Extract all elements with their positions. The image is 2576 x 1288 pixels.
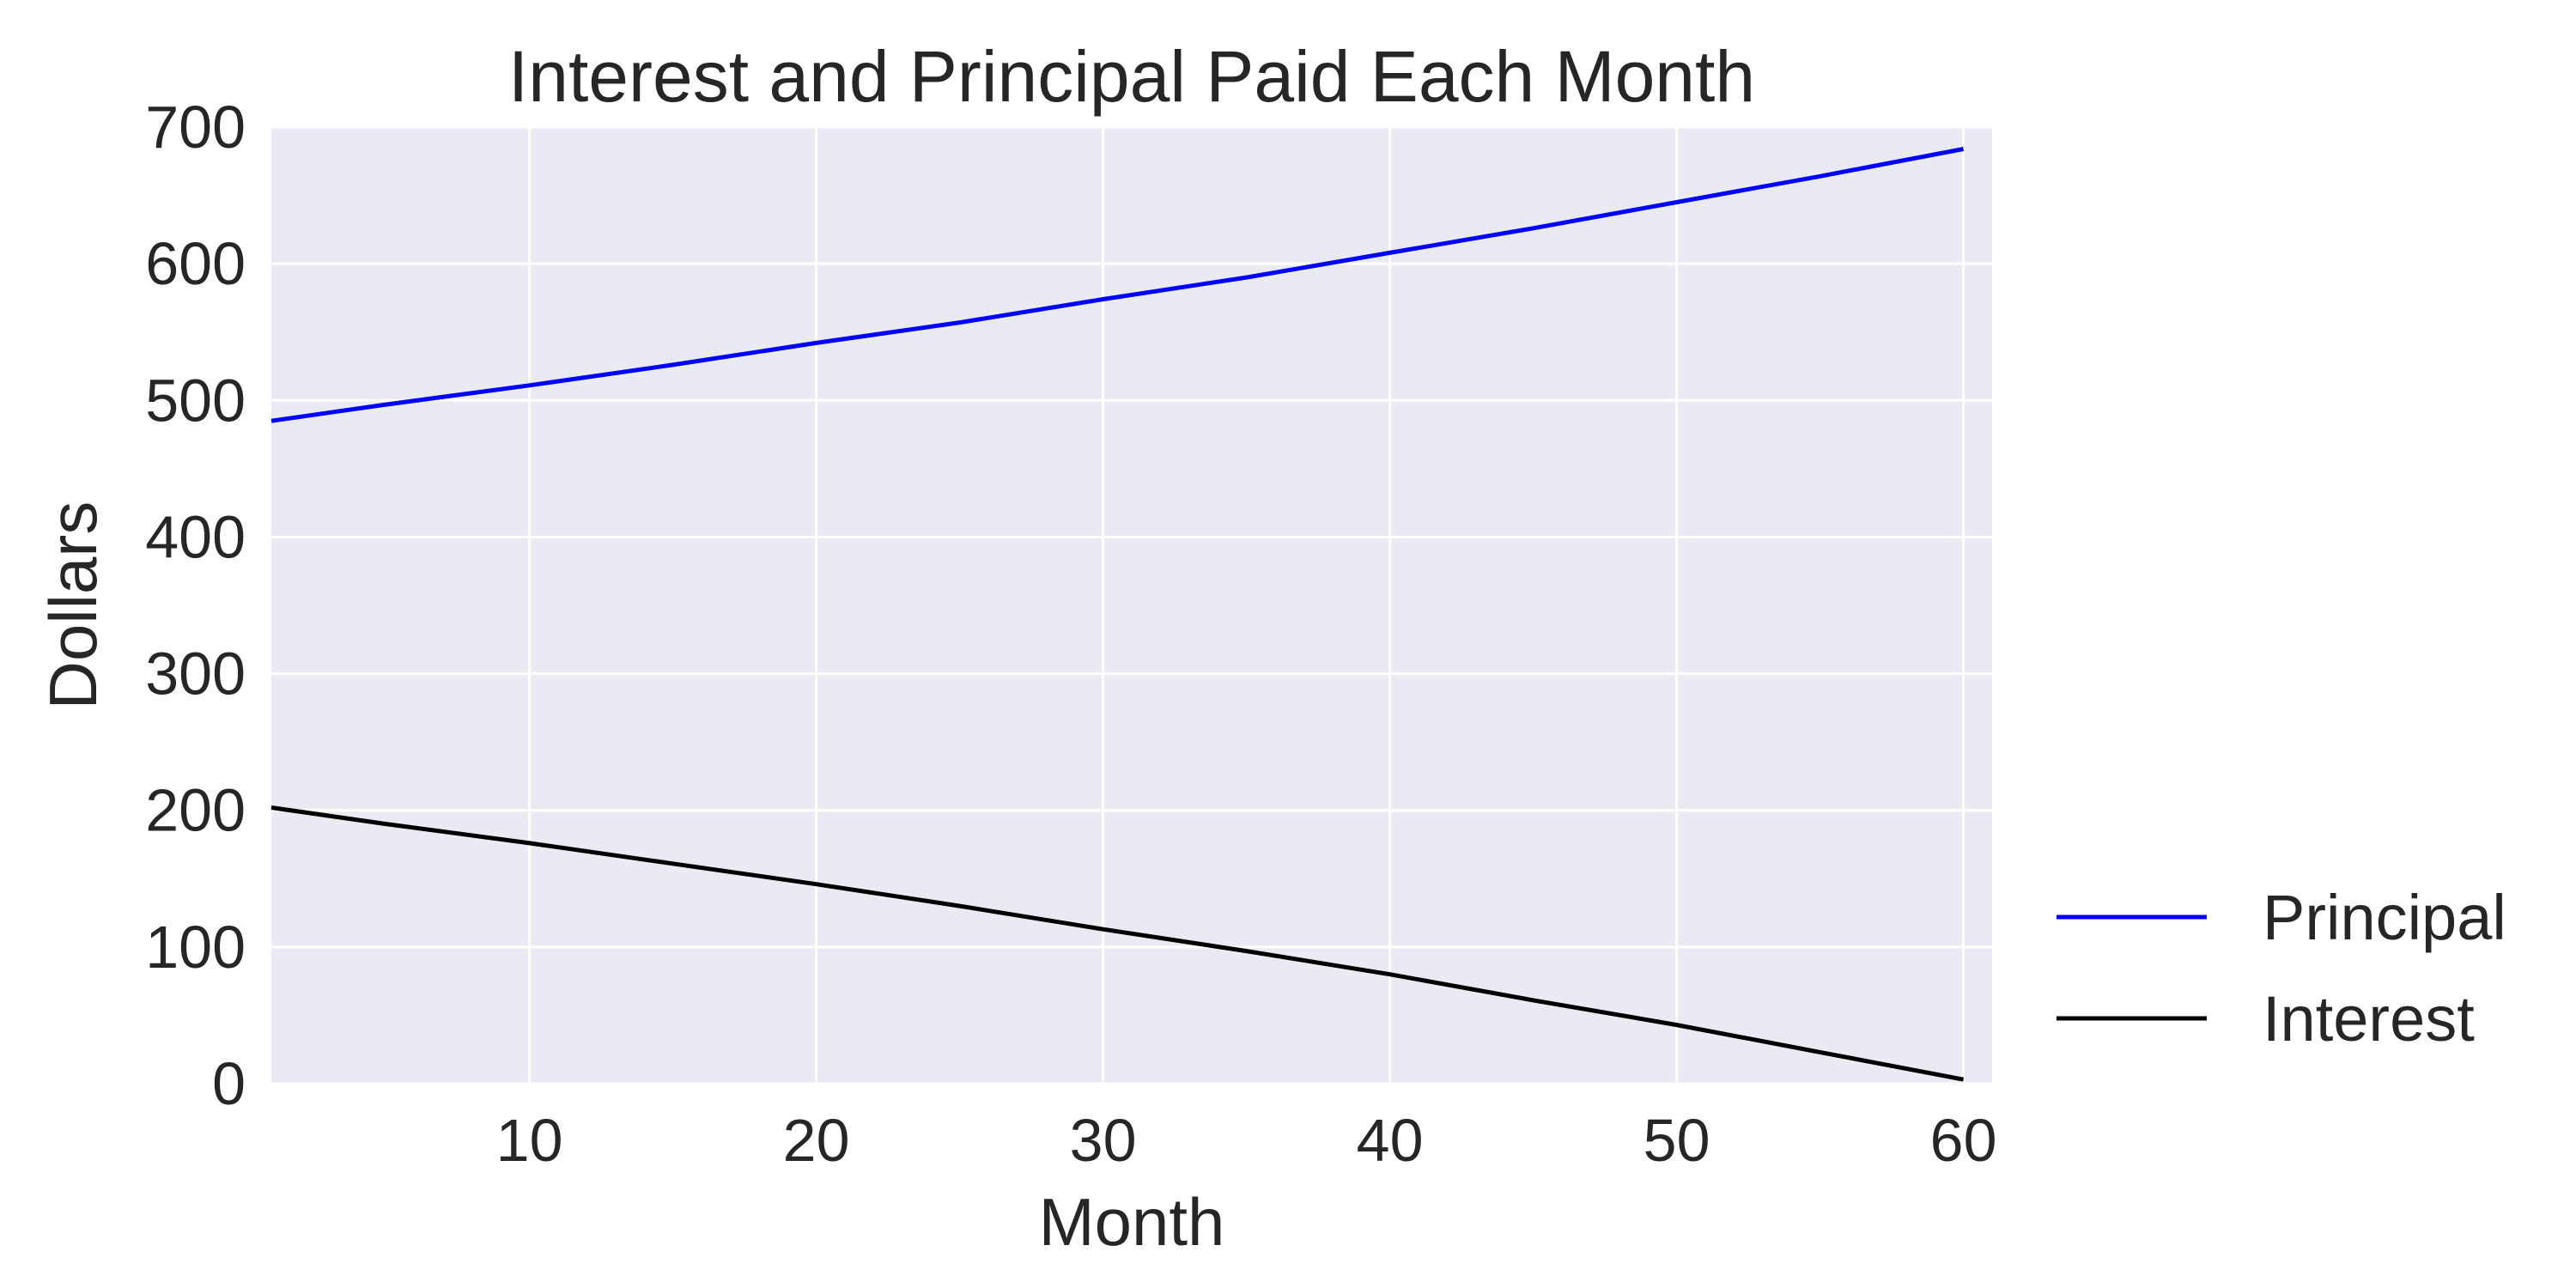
y-tick-label: 700 (145, 94, 246, 161)
x-tick-label: 40 (1357, 1107, 1424, 1174)
y-axis-label: Dollars (35, 501, 111, 710)
chart-title: Interest and Principal Paid Each Month (508, 36, 1755, 117)
y-tick-label: 100 (145, 914, 246, 981)
y-tick-label: 200 (145, 777, 246, 844)
x-tick-label: 30 (1070, 1107, 1137, 1174)
x-tick-label: 20 (783, 1107, 850, 1174)
series-line-principal (270, 147, 1965, 423)
x-tick-labels: 10 20 30 40 50 60 (496, 1107, 1997, 1174)
legend-label-principal: Principal (2263, 882, 2506, 953)
plot-background (271, 127, 1992, 1084)
y-tick-label: 0 (212, 1050, 246, 1117)
x-tick-label: 10 (496, 1107, 563, 1174)
y-tick-labels: 0 100 200 300 400 500 600 700 (145, 94, 246, 1117)
y-tick-label: 500 (145, 367, 246, 434)
series-line-interest (270, 805, 1965, 1082)
y-tick-label: 300 (145, 641, 246, 708)
y-tick-label: 600 (145, 230, 246, 297)
x-tick-label: 50 (1643, 1107, 1710, 1174)
y-tick-label: 400 (145, 503, 246, 570)
legend: Principal Interest (2057, 882, 2506, 1054)
x-tick-label: 60 (1930, 1107, 1997, 1174)
grid (271, 125, 1992, 1085)
legend-label-interest: Interest (2263, 983, 2475, 1054)
x-axis-label: Month (1039, 1184, 1225, 1260)
series-lines (270, 147, 1965, 1082)
